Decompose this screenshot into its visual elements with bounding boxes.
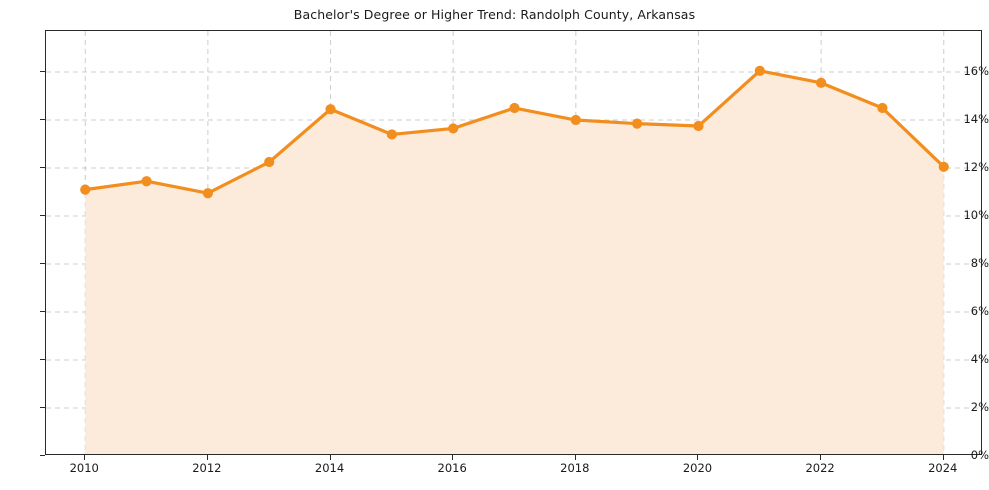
data-point-marker [141,176,152,187]
x-axis-tick-label: 2024 [928,461,958,475]
x-axis-tick-mark [206,455,208,460]
data-point-marker [632,118,643,129]
data-point-marker [80,184,91,195]
y-axis-tick-label: 10% [963,208,989,223]
y-axis-tick-label: 6% [970,304,989,318]
x-axis-tick-mark [452,455,454,460]
data-point-marker [264,156,275,168]
data-point-marker [570,114,581,126]
plot-area [45,30,982,455]
x-axis-tick-mark [942,455,944,460]
data-series-area-line [80,65,949,454]
data-point-marker [325,104,336,115]
y-axis-tick-label: 2% [970,400,989,414]
y-axis-tick-mark [40,311,45,312]
data-point-marker [754,65,765,76]
y-axis-tick-mark [40,359,45,360]
y-axis-tick-mark [40,167,45,169]
y-axis-tick-label: 4% [970,352,989,366]
chart-title: Bachelor's Degree or Higher Trend: Rando… [293,7,696,22]
x-axis-tick-mark [697,455,699,460]
y-axis-tick-mark [40,263,45,265]
x-axis-tick-label: 2020 [682,461,713,475]
x-axis-tick-mark [820,455,822,460]
data-point-marker [938,161,949,172]
x-axis-tick-mark [574,455,576,460]
data-point-marker [448,123,459,134]
y-axis-tick-label: 8% [970,256,989,271]
x-axis-tick-mark [329,455,331,460]
y-axis-tick-mark [40,71,45,73]
y-axis [0,0,45,490]
x-axis-tick-label: 2012 [192,461,222,475]
y-axis-tick-label: 14% [963,112,989,127]
data-point-marker [816,77,827,88]
y-axis-tick-mark [40,455,45,456]
x-axis-tick-label: 2014 [314,461,345,475]
y-axis-tick-label: 12% [963,160,989,175]
data-point-marker [693,120,704,132]
y-axis-tick-mark [40,215,45,217]
y-axis-tick-label: 0% [970,448,989,462]
area-fill [85,70,944,454]
y-axis-tick-mark [40,407,45,408]
x-axis-tick-label: 2018 [560,461,590,475]
x-axis-tick-label: 2010 [69,461,99,475]
data-point-marker [386,129,397,140]
data-point-marker [202,188,213,199]
y-axis-tick-mark [40,119,45,121]
x-axis-tick-label: 2016 [437,461,467,475]
y-axis-tick-label: 16% [963,64,989,79]
x-axis-tick-mark [84,455,86,460]
data-point-marker [509,102,520,114]
x-axis-tick-label: 2022 [805,461,835,475]
data-point-marker [877,102,888,114]
